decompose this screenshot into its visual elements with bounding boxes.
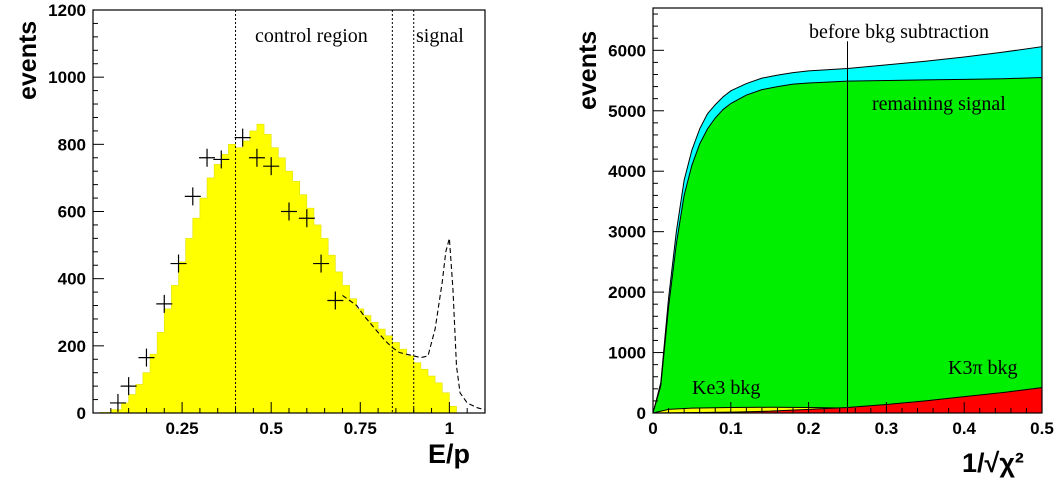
annotation-remaining-signal: remaining signal [872, 93, 1006, 115]
x-tick-label: 0.5 [1030, 419, 1054, 438]
y-tick-label: 1200 [48, 1, 86, 20]
annotation-signal: signal [416, 25, 464, 47]
y-tick-label: 1000 [48, 68, 86, 87]
x-tick-label: 0.25 [166, 419, 199, 438]
y-tick-label: 800 [58, 135, 86, 154]
yellow-histogram [93, 123, 457, 414]
x-tick-label: 0.3 [875, 419, 899, 438]
left-region-lines [235, 10, 415, 413]
data-cross [281, 202, 297, 221]
data-cross [138, 348, 155, 367]
y-tick-label: 5000 [608, 102, 646, 121]
right-chart: 0 1000 2000 3000 4000 5000 6000 0 0.1 0.2 0.3 0.4 0.… [574, 7, 1054, 478]
y-tick-label: 0 [637, 404, 646, 423]
x-tick-label: 0.1 [719, 419, 743, 438]
data-cross [298, 209, 315, 228]
y-tick-label: 2000 [608, 283, 646, 302]
y-tick-label: 400 [58, 270, 86, 289]
y-tick-label: 1000 [608, 344, 646, 363]
right-plot-frame [652, 7, 1043, 414]
left-y-axis-label: events [14, 21, 42, 100]
annotation-ke3: Ke3 bkg [692, 377, 760, 399]
data-cross [184, 187, 201, 206]
x-tick-label: 0.2 [797, 419, 821, 438]
left-series-layer [93, 123, 486, 414]
annotation-control-region: control region [255, 25, 368, 47]
right-x-axis-label: 1/√χ² [962, 448, 1024, 478]
x-tick-label: 0.75 [344, 419, 377, 438]
x-tick-label: 0.5 [259, 419, 283, 438]
right-y-axis-label: events [574, 31, 602, 110]
right-axis-ticks: 0 1000 2000 3000 4000 5000 6000 0 0.1 0.2 0.3 0.4 0.… [608, 13, 1054, 438]
data-cross [234, 128, 251, 147]
y-tick-label: 0 [77, 404, 86, 423]
y-tick-label: 6000 [608, 41, 646, 60]
y-tick-label: 3000 [608, 223, 646, 242]
y-tick-label: 600 [58, 203, 86, 222]
data-cross [327, 291, 344, 310]
y-tick-label: 200 [58, 337, 86, 356]
data-cross [199, 148, 216, 167]
data-cross [213, 150, 230, 169]
data-cross [170, 254, 187, 273]
left-axis-ticks: 0 200 400 600 800 1000 1200 0.25 0.5 0.75 1 [48, 1, 468, 438]
data-cross [156, 294, 173, 313]
data-cross [120, 377, 137, 396]
x-tick-label: 0 [648, 419, 657, 438]
data-cross [263, 157, 280, 176]
x-tick-label: 0.4 [952, 419, 976, 438]
annotation-k3pi: K3π bkg [948, 357, 1018, 379]
left-x-axis-label: E/p [428, 439, 470, 469]
x-tick-label: 1 [445, 419, 454, 438]
left-chart: 0 200 400 600 800 1000 1200 0.25 0.5 0.75 1 contro… [14, 1, 486, 469]
data-cross [313, 254, 330, 273]
y-tick-label: 4000 [608, 162, 646, 181]
data-cross [109, 393, 126, 412]
annotation-before-bkg: before bkg subtraction [809, 21, 989, 43]
data-cross [248, 148, 265, 167]
